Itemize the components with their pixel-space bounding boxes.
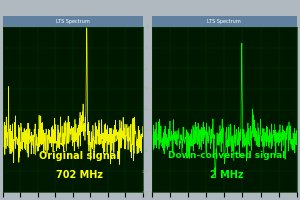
Text: Down-converted signal: Down-converted signal <box>169 151 286 160</box>
Text: 702 MHz: 702 MHz <box>56 170 103 180</box>
Text: Original signal: Original signal <box>39 151 120 161</box>
Text: 2 MHz: 2 MHz <box>210 170 244 180</box>
Text: LTS Spectrum: LTS Spectrum <box>56 19 90 24</box>
Text: LTS Spectrum: LTS Spectrum <box>207 19 241 24</box>
